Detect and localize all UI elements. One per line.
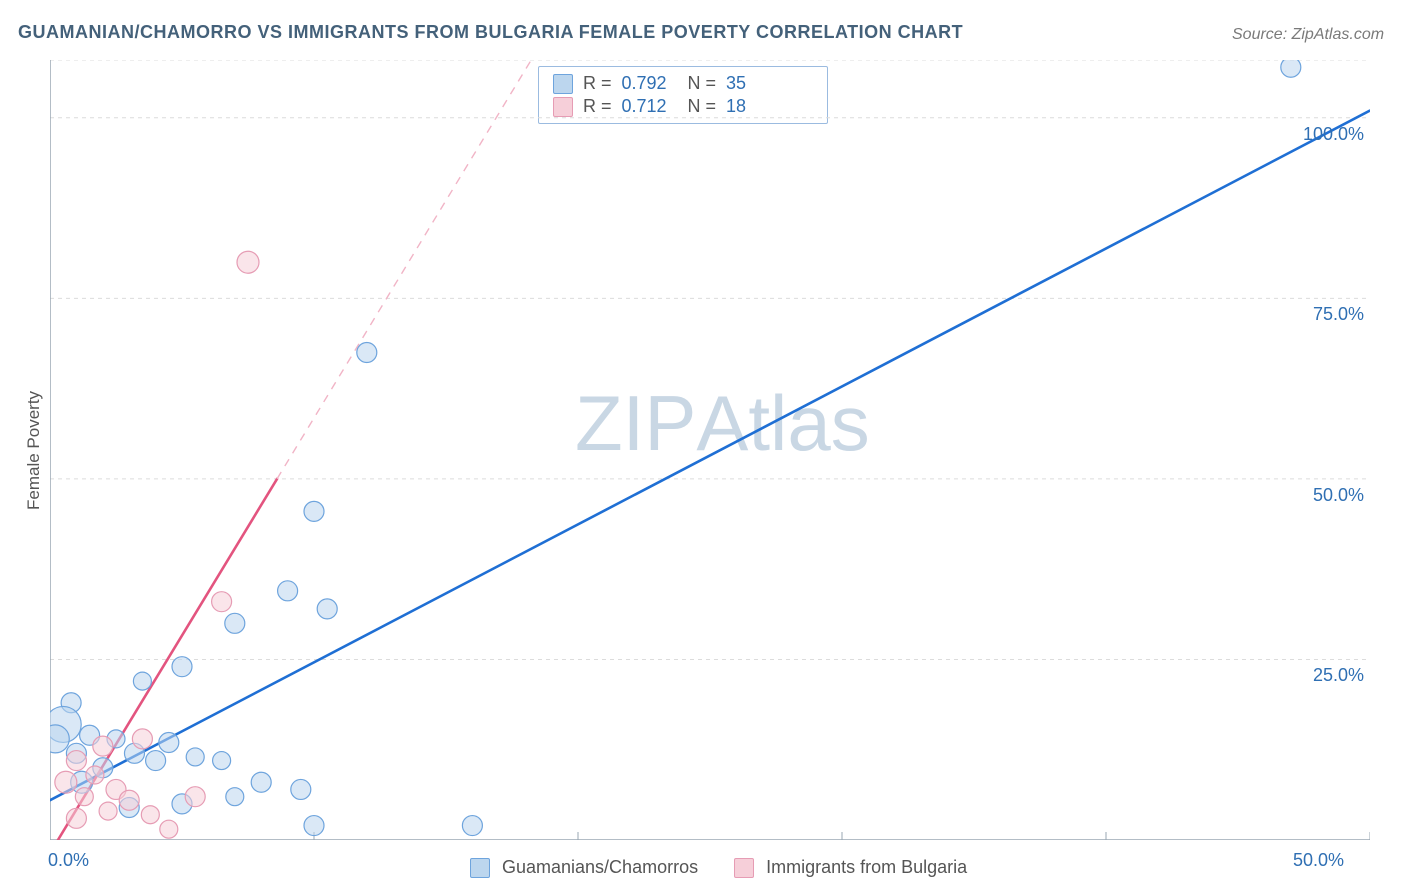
axis-tick-label: 75.0% (1313, 304, 1364, 325)
axis-tick-label: 0.0% (48, 850, 89, 871)
legend-swatch (470, 858, 490, 878)
legend-swatch (734, 858, 754, 878)
chart-title: GUAMANIAN/CHAMORRO VS IMMIGRANTS FROM BU… (18, 22, 963, 43)
scatter-plot (50, 60, 1370, 840)
axis-tick-label: 100.0% (1303, 124, 1364, 145)
legend-series-label: Guamanians/Chamorros (502, 857, 698, 878)
axis-tick-label: 50.0% (1293, 850, 1344, 871)
y-axis-label: Female Poverty (24, 391, 44, 510)
series-legend: Guamanians/Chamorros Immigrants from Bulg… (470, 857, 991, 878)
axis-tick-label: 50.0% (1313, 485, 1364, 506)
legend-series-label: Immigrants from Bulgaria (766, 857, 967, 878)
axis-tick-label: 25.0% (1313, 665, 1364, 686)
chart-source: Source: ZipAtlas.com (1232, 26, 1384, 44)
